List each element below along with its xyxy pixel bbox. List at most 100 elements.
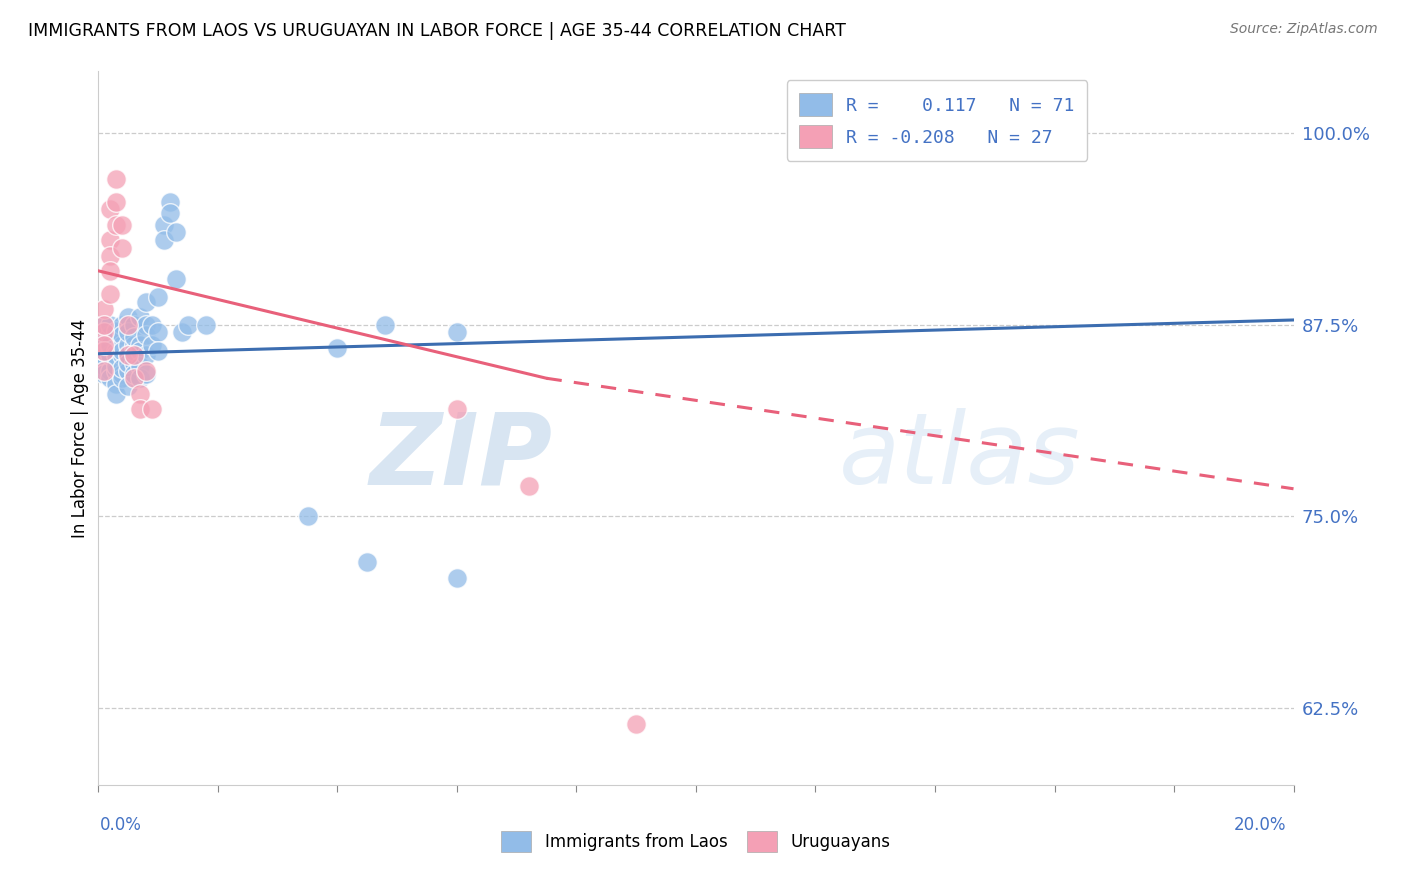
Point: [117, 318, 139, 332]
Point: [148, 290, 170, 304]
Point: [105, 171, 128, 186]
Point: [111, 371, 134, 385]
Point: [93, 337, 115, 351]
Point: [148, 325, 170, 339]
Point: [117, 379, 139, 393]
Point: [105, 324, 128, 338]
Point: [135, 348, 157, 362]
Point: [93, 325, 115, 339]
Point: [177, 318, 200, 332]
Point: [93, 325, 115, 339]
Point: [141, 401, 163, 416]
Point: [111, 343, 134, 358]
Text: 20.0%: 20.0%: [1234, 816, 1286, 834]
Point: [111, 241, 134, 255]
Point: [141, 318, 163, 332]
Point: [100, 202, 122, 217]
Point: [93, 348, 115, 362]
Point: [124, 343, 146, 358]
Point: [172, 325, 194, 339]
Point: [195, 318, 218, 332]
Point: [297, 509, 319, 524]
Point: [105, 325, 128, 339]
Point: [129, 343, 152, 358]
Point: [135, 367, 157, 381]
Point: [100, 264, 122, 278]
Point: [117, 310, 139, 324]
Point: [129, 310, 152, 324]
Point: [111, 367, 134, 381]
Text: ZIP: ZIP: [370, 409, 553, 505]
Point: [105, 377, 128, 392]
Text: 0.0%: 0.0%: [100, 816, 142, 834]
Y-axis label: In Labor Force | Age 35-44: In Labor Force | Age 35-44: [70, 318, 89, 538]
Point: [159, 205, 181, 219]
Point: [93, 363, 115, 377]
Point: [100, 318, 122, 332]
Point: [111, 337, 134, 351]
Point: [93, 318, 115, 332]
Point: [124, 356, 146, 370]
Text: atlas: atlas: [839, 409, 1081, 505]
Point: [117, 363, 139, 377]
Point: [105, 359, 128, 373]
Point: [100, 248, 122, 262]
Point: [111, 218, 134, 232]
Point: [111, 360, 134, 375]
Point: [124, 337, 146, 351]
Point: [446, 401, 468, 416]
Point: [165, 226, 187, 240]
Point: [135, 328, 157, 343]
Point: [356, 556, 378, 570]
Point: [100, 341, 122, 355]
Point: [117, 347, 139, 361]
Point: [446, 571, 468, 585]
Point: [124, 348, 146, 362]
Point: [374, 318, 396, 332]
Text: Source: ZipAtlas.com: Source: ZipAtlas.com: [1230, 22, 1378, 37]
Point: [93, 359, 115, 373]
Point: [111, 318, 134, 332]
Point: [124, 318, 146, 332]
Point: [93, 302, 115, 317]
Point: [93, 336, 115, 351]
Point: [626, 716, 648, 731]
Point: [124, 330, 146, 344]
Point: [93, 343, 115, 358]
Point: [326, 341, 349, 355]
Point: [117, 337, 139, 351]
Point: [165, 271, 187, 285]
Point: [93, 367, 115, 381]
Point: [129, 359, 152, 373]
Point: [105, 363, 128, 377]
Point: [446, 325, 468, 339]
Point: [159, 194, 181, 209]
Point: [100, 348, 122, 362]
Point: [517, 479, 540, 493]
Point: [111, 348, 134, 362]
Point: [135, 294, 157, 309]
Point: [93, 318, 115, 332]
Point: [93, 343, 115, 358]
Point: [100, 286, 122, 301]
Point: [105, 348, 128, 362]
Text: IMMIGRANTS FROM LAOS VS URUGUAYAN IN LABOR FORCE | AGE 35-44 CORRELATION CHART: IMMIGRANTS FROM LAOS VS URUGUAYAN IN LAB…: [28, 22, 846, 40]
Point: [129, 371, 152, 385]
Point: [100, 233, 122, 247]
Point: [105, 218, 128, 232]
Point: [153, 218, 176, 232]
Point: [804, 126, 827, 140]
Point: [111, 328, 134, 343]
Point: [105, 386, 128, 401]
Point: [135, 318, 157, 332]
Point: [129, 401, 152, 416]
Point: [153, 233, 176, 247]
Legend: Immigrants from Laos, Uruguayans: Immigrants from Laos, Uruguayans: [495, 824, 897, 859]
Point: [105, 343, 128, 358]
Point: [100, 363, 122, 377]
Point: [100, 337, 122, 351]
Point: [148, 343, 170, 358]
Point: [135, 363, 157, 377]
Point: [124, 367, 146, 381]
Point: [105, 194, 128, 209]
